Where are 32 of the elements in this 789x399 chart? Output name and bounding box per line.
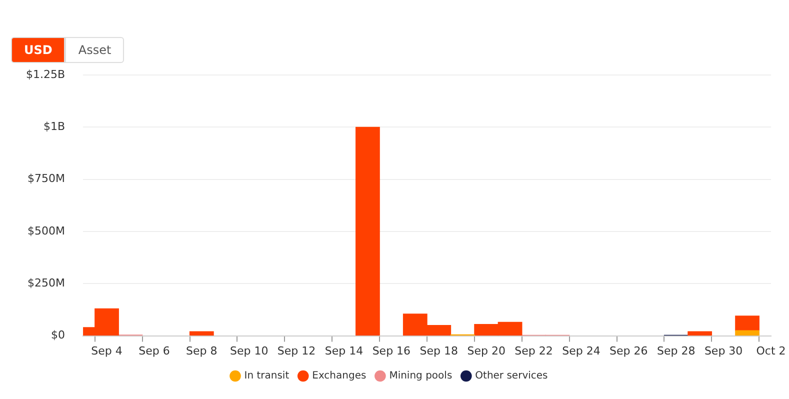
legend-label: Exchanges bbox=[312, 370, 366, 382]
bar bbox=[356, 126, 380, 336]
x-tick-label: Sep 6 bbox=[138, 344, 170, 358]
x-tick-label: Sep 14 bbox=[324, 344, 364, 358]
x-tick-label: Sep 10 bbox=[230, 344, 268, 358]
x-tick-label: Sep 26 bbox=[610, 344, 648, 358]
y-tick-label: $1.25B bbox=[26, 68, 66, 81]
text: Asset bbox=[65, 37, 124, 63]
legend-label: Other services bbox=[475, 370, 548, 382]
x-tick-label: Oct 2 bbox=[756, 344, 786, 358]
y-tick-label: $750M bbox=[28, 172, 66, 186]
x-tick-label: Sep 30 bbox=[704, 344, 743, 358]
bar bbox=[735, 330, 760, 336]
x-tick-label: Sep 4 bbox=[91, 344, 122, 358]
x-tick-label: Sep 16 bbox=[372, 344, 411, 358]
y-tick-label: $1B bbox=[43, 120, 66, 134]
x-tick-label: Sep 8 bbox=[186, 344, 218, 358]
x-tick-label: Sep 18 bbox=[420, 344, 458, 358]
bar bbox=[688, 331, 712, 336]
bar bbox=[735, 316, 760, 331]
x-tick-label: Sep 22 bbox=[514, 344, 553, 358]
x-tick-label: Sep 28 bbox=[656, 344, 696, 358]
y-tick-label: $0 bbox=[51, 328, 66, 342]
text: USD bbox=[11, 37, 66, 63]
x-tick-label: Sep 12 bbox=[277, 344, 316, 358]
legend-label: Mining pools bbox=[389, 370, 452, 382]
bar bbox=[189, 331, 214, 336]
y-tick-label: $250M bbox=[28, 276, 66, 290]
y-tick-label: $500M bbox=[28, 224, 66, 238]
x-tick-label: Sep 20 bbox=[467, 344, 506, 358]
x-tick-label: Sep 24 bbox=[562, 344, 600, 358]
legend-label: In transit bbox=[244, 370, 290, 382]
